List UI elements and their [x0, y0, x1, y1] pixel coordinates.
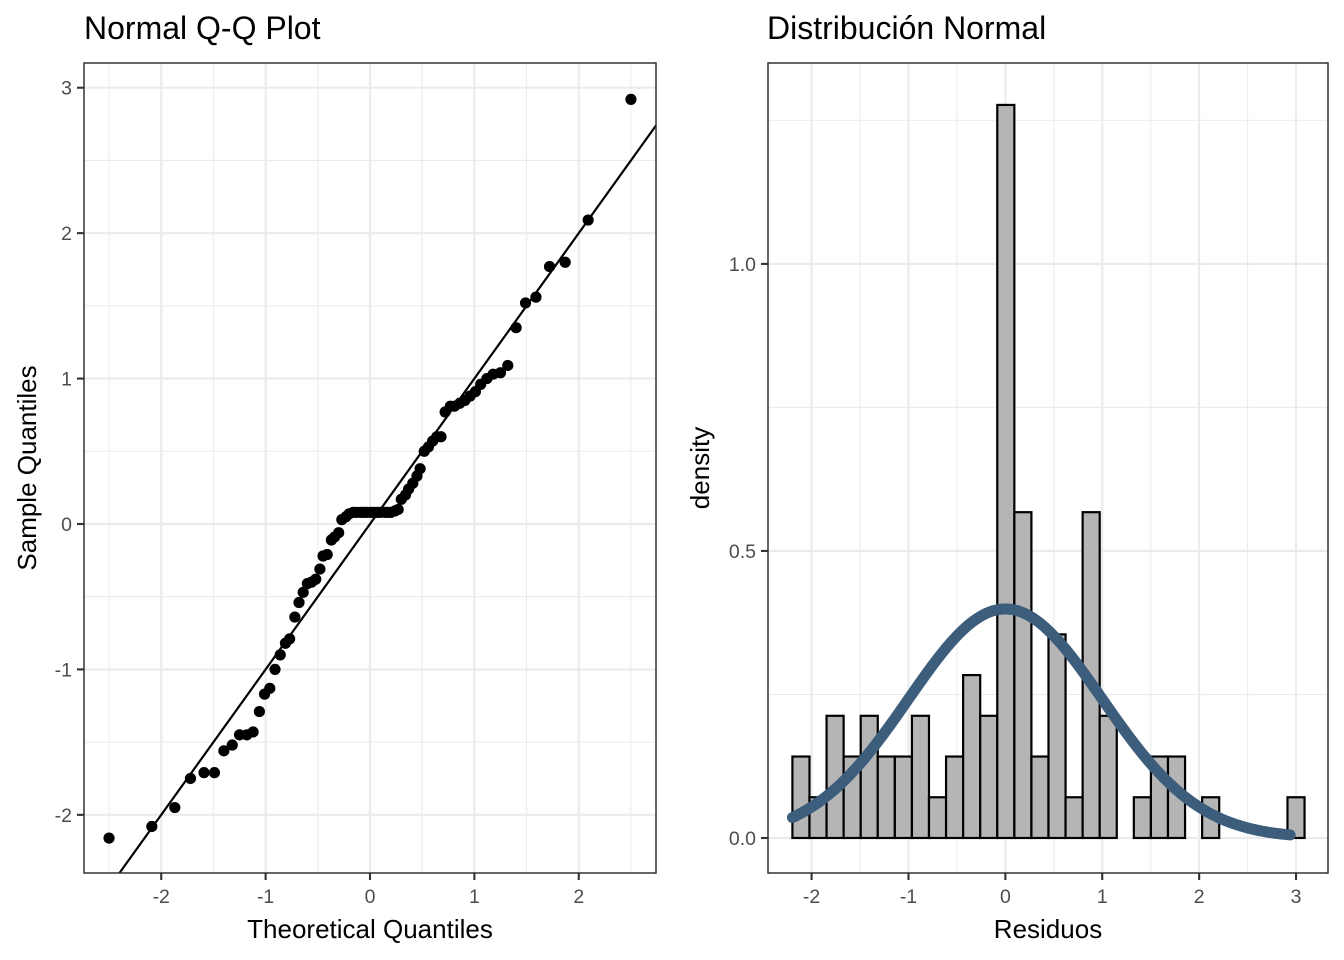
- histogram-title: Distribución Normal: [767, 10, 1046, 46]
- qq-point: [510, 322, 522, 334]
- hist-x-tick-label: 2: [1194, 886, 1205, 908]
- qq-x-tick-label: -1: [257, 886, 274, 908]
- hist-x-tick-label: 0: [1000, 886, 1011, 908]
- qq-point: [146, 820, 158, 833]
- qq-point: [218, 745, 230, 757]
- histogram-panel-border: [767, 62, 1329, 874]
- qq-x-tick-label: 0: [365, 886, 376, 908]
- qq-point: [414, 463, 426, 475]
- histogram-bar: [944, 755, 965, 840]
- qq-point: [169, 801, 181, 814]
- hist-y-tick-label: 0.5: [729, 541, 756, 563]
- histogram-bar: [996, 103, 1016, 840]
- histogram-bar: [1098, 714, 1118, 840]
- qq-reference-line: [118, 123, 656, 873]
- qq-y-tick-label: 3: [61, 78, 72, 100]
- hist-x-tick-label: -1: [900, 886, 917, 908]
- qq-point: [435, 431, 447, 443]
- qq-x-axis-title: Theoretical Quantiles: [247, 914, 493, 944]
- qq-plot-title: Normal Q-Q Plot: [84, 10, 321, 46]
- qq-point: [494, 367, 507, 379]
- hist-y-tick-label: 0.0: [729, 828, 756, 850]
- qq-y-tick-label: -2: [55, 805, 72, 827]
- histogram-y-axis-title: density: [685, 427, 715, 509]
- histogram-panel: Distribución Normal -2 -1 0 1 2 3 0.0 0.5 1.0 R…: [685, 10, 1329, 944]
- qq-point: [208, 767, 221, 779]
- hist-x-tick-label: -2: [803, 886, 820, 908]
- qq-y-axis-title: Sample Quantiles: [12, 365, 42, 570]
- qq-point: [264, 682, 276, 694]
- qq-point: [103, 832, 115, 844]
- histogram-bar: [927, 796, 948, 840]
- qq-x-tick-label: 2: [573, 886, 584, 908]
- qq-point: [314, 563, 326, 575]
- histogram-bar: [1286, 796, 1306, 840]
- qq-point: [297, 586, 309, 598]
- histogram-bar: [979, 714, 999, 840]
- histogram-x-axis-title: Residuos: [994, 914, 1102, 944]
- qq-point: [582, 214, 594, 226]
- qq-line: [118, 123, 656, 873]
- qq-y-tick-label: 2: [61, 223, 72, 245]
- histogram-bar: [962, 673, 982, 840]
- qq-y-tick-label: 1: [61, 369, 72, 391]
- histogram-bar: [910, 714, 931, 840]
- histogram-x-axis: -2 -1 0 1 2 3: [803, 873, 1302, 908]
- hist-y-tick-label: 1.0: [729, 254, 756, 276]
- density-curve-line: [786, 603, 1296, 841]
- histogram-bar: [1013, 511, 1033, 840]
- qq-point: [284, 633, 296, 645]
- qq-point: [289, 611, 301, 623]
- qq-point: [559, 256, 571, 268]
- qq-point: [269, 663, 281, 676]
- qq-point: [247, 726, 259, 738]
- qq-x-tick-label: -2: [153, 886, 170, 908]
- qq-y-tick-label: -1: [55, 659, 72, 681]
- histogram-bar: [876, 755, 896, 840]
- qq-point: [625, 93, 637, 105]
- hist-x-tick-label: 3: [1291, 886, 1302, 908]
- qq-gridlines: [84, 63, 656, 873]
- histogram-bar: [791, 755, 811, 840]
- histogram-bar: [1047, 633, 1067, 840]
- qq-point: [502, 359, 514, 372]
- qq-point: [293, 596, 305, 609]
- histogram-bar: [1132, 796, 1153, 840]
- qq-point: [226, 739, 238, 751]
- histogram-bar: [859, 714, 879, 840]
- normal-density-curve: [786, 603, 1296, 841]
- qq-x-tick-label: 1: [469, 886, 480, 908]
- qq-point: [321, 548, 333, 561]
- qq-point: [253, 705, 265, 718]
- qq-point: [274, 649, 286, 661]
- qq-point: [519, 297, 532, 309]
- qq-point: [198, 767, 210, 779]
- histogram-bar: [893, 755, 914, 840]
- hist-x-tick-label: 1: [1097, 886, 1108, 908]
- qq-point: [543, 260, 556, 273]
- histogram-y-axis: 0.0 0.5 1.0: [729, 254, 768, 850]
- qq-y-tick-label: 0: [61, 514, 72, 536]
- qq-point: [184, 772, 197, 785]
- qq-x-axis: -2 -1 0 1 2: [153, 873, 584, 908]
- qq-point: [310, 573, 322, 585]
- qq-points: [103, 93, 637, 844]
- qq-point: [392, 503, 404, 516]
- qq-plot-panel: Normal Q-Q Plot -2 -1 0 1 2 -2 -1 0 1 2 3 Theoret…: [12, 10, 657, 944]
- qq-point: [530, 291, 542, 303]
- histogram-bar: [1030, 755, 1050, 840]
- histogram-bar: [1064, 796, 1084, 840]
- histogram-bars: [791, 103, 1306, 840]
- qq-y-axis: -2 -1 0 1 2 3: [55, 78, 84, 827]
- qq-point: [333, 527, 345, 539]
